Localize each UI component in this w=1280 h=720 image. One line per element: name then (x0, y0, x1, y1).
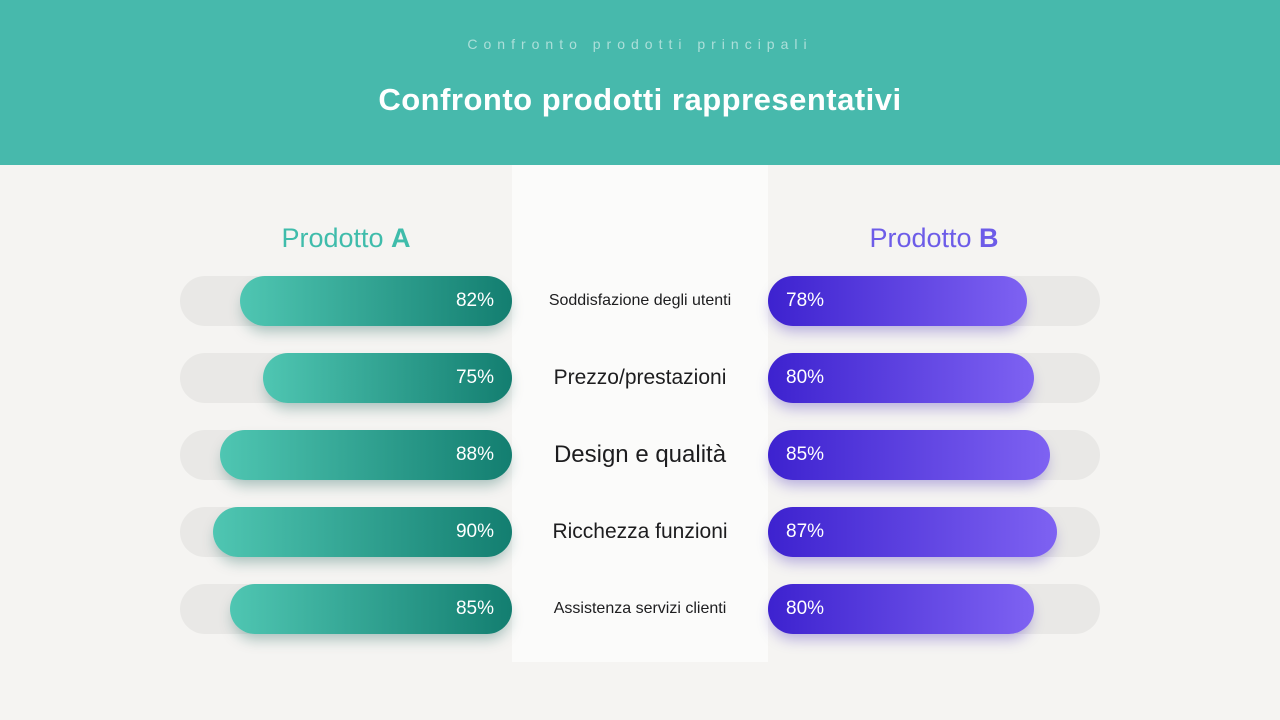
category-label: Ricchezza funzioni (552, 520, 728, 543)
product-b-value: 80% (786, 598, 825, 619)
product-a-bar-track: 82% (180, 276, 512, 326)
product-b-bar: 78% (768, 276, 1027, 326)
comparison-row: 75% Prezzo/prestazioni 80% (0, 353, 1280, 403)
slide-title: Confronto prodotti rappresentativi (378, 82, 902, 117)
product-a-bar: 90% (213, 507, 512, 557)
product-b-header-letter: B (979, 223, 999, 253)
comparison-row: 85% Assistenza servizi clienti 80% (0, 584, 1280, 634)
product-b-bar: 85% (768, 430, 1051, 480)
product-a-bar: 75% (263, 353, 512, 403)
product-b-bar-track: 87% (768, 507, 1100, 557)
category-label: Soddisfazione degli utenti (548, 292, 732, 309)
product-a-bar-track: 90% (180, 507, 512, 557)
product-a-value: 90% (455, 521, 494, 542)
product-a-bar: 88% (219, 430, 512, 480)
product-a-value: 82% (455, 290, 494, 311)
comparison-rows: 82% Soddisfazione degli utenti 78% 75% Prezz… (0, 276, 1280, 634)
comparison-chart: Prodotto A Prodotto B 82% Soddisfazione d… (0, 165, 1280, 720)
product-b-bar: 87% (768, 507, 1057, 557)
comparison-row: 82% Soddisfazione degli utenti 78% (0, 276, 1280, 326)
category-label: Design e qualità (553, 441, 727, 468)
product-a-header: Prodotto A (180, 223, 512, 254)
product-a-header-letter: A (391, 223, 411, 253)
category-label: Assistenza servizi clienti (553, 600, 727, 617)
product-a-bar-track: 88% (180, 430, 512, 480)
product-b-bar-track: 80% (768, 584, 1100, 634)
product-b-bar: 80% (768, 353, 1034, 403)
product-a-value: 75% (455, 367, 494, 388)
product-a-bar: 85% (229, 584, 512, 634)
slide-subtitle: Confronto prodotti principali (467, 36, 813, 52)
product-a-bar-track: 75% (180, 353, 512, 403)
product-b-bar-track: 80% (768, 353, 1100, 403)
product-b-bar: 80% (768, 584, 1034, 634)
product-a-header-prefix: Prodotto (281, 223, 392, 253)
product-b-value: 87% (786, 521, 825, 542)
product-b-bar-track: 78% (768, 276, 1100, 326)
product-b-header-prefix: Prodotto (869, 223, 980, 253)
product-b-value: 78% (786, 290, 825, 311)
column-headers: Prodotto A Prodotto B (0, 165, 1280, 254)
header-band: Confronto prodotti principali Confronto … (0, 0, 1280, 165)
product-a-value: 88% (455, 444, 494, 465)
product-b-bar-track: 85% (768, 430, 1100, 480)
comparison-row: 90% Ricchezza funzioni 87% (0, 507, 1280, 557)
category-label: Prezzo/prestazioni (553, 366, 727, 389)
product-b-value: 85% (786, 444, 825, 465)
product-b-value: 80% (786, 367, 825, 388)
product-a-bar: 82% (239, 276, 512, 326)
comparison-row: 88% Design e qualità 85% (0, 430, 1280, 480)
center-label-column-background (512, 165, 768, 662)
product-a-bar-track: 85% (180, 584, 512, 634)
product-a-value: 85% (455, 598, 494, 619)
product-b-header: Prodotto B (768, 223, 1100, 254)
